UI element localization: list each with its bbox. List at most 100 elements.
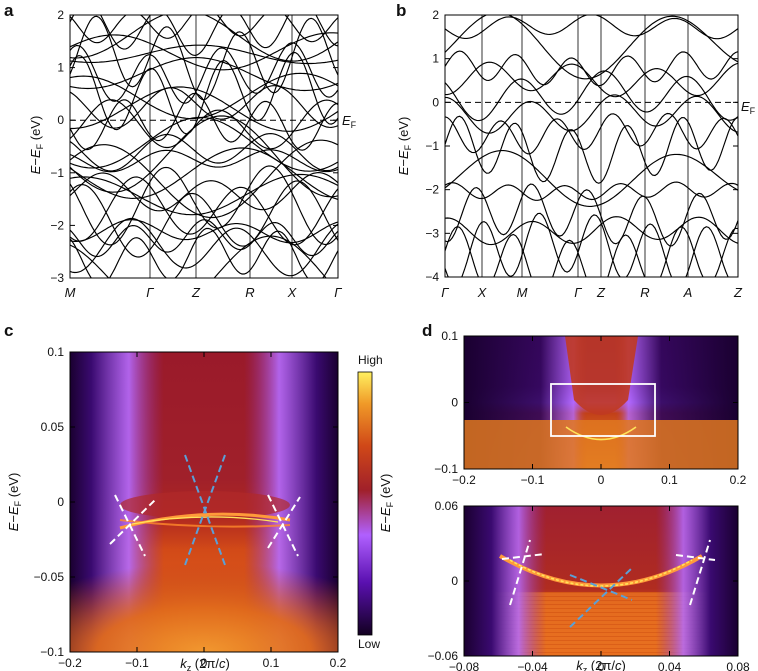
panel-b-y-tick-label: −4	[425, 270, 439, 284]
energy-band	[70, 147, 338, 200]
energy-band	[70, 57, 338, 92]
kpoint-label: R	[640, 285, 649, 300]
panel-c-x-tick-label: 0.1	[263, 656, 280, 670]
panel-a-bands	[70, 15, 338, 278]
panel-a-frame	[69, 14, 339, 279]
panel-d-top-heatmap	[464, 336, 738, 469]
panel-d-top-y-tick-label: 0.1	[441, 329, 458, 343]
panel-b-bands	[445, 15, 738, 277]
panel-d-xlabel: kz (2π/c)	[576, 658, 626, 671]
panel-c-x-tick-label: 0.2	[330, 656, 347, 670]
panel-a-y-tick-label: −1	[50, 166, 64, 180]
energy-band	[445, 94, 738, 134]
energy-band	[445, 15, 738, 40]
panel-a-y-tick-label: 0	[57, 113, 64, 127]
panel-label-b: b	[396, 1, 406, 20]
panel-c-heatmap	[70, 352, 338, 652]
energy-band	[70, 165, 338, 246]
energy-band	[70, 44, 338, 65]
panel-d-bottom-heatmap	[464, 506, 738, 656]
panel-d-top-y-tick-label: 0	[451, 396, 458, 410]
panel-c-y-tick-label: −0.05	[34, 570, 65, 584]
energy-band	[70, 51, 338, 135]
panel-d-bottom-y-tick-label: −0.06	[428, 649, 459, 663]
kpoint-label: M	[65, 285, 76, 300]
panel-c-x-tick-label: −0.2	[58, 656, 82, 670]
panel-d-top-y-tick-label: −0.1	[434, 462, 458, 476]
panel-b-y-tick-label: 1	[432, 52, 439, 66]
panel-c-y-tick-label: 0.1	[47, 345, 64, 359]
energy-band	[70, 15, 338, 56]
panel-b-yticks: −4 −3 −2 −1 0 1 2	[425, 8, 738, 284]
energy-band	[445, 112, 738, 155]
kpoint-label: X	[287, 285, 298, 300]
panel-b-y-tick-label: 0	[432, 95, 439, 109]
panel-a-y-tick-label: 1	[57, 61, 64, 75]
panel-d-bottom-x-tick-label: −0.08	[449, 660, 480, 671]
panel-c-x-tick-label: −0.1	[125, 656, 149, 670]
panel-d-bottom-ticks: −0.06 0 0.06 −0.08 −0.04 0 0.04 0.08	[428, 499, 750, 671]
panel-d-inset-box	[550, 383, 656, 437]
energy-band	[70, 139, 338, 219]
panel-c-x-tick-label: 0	[201, 656, 208, 670]
kpoint-label: M	[517, 285, 528, 300]
energy-band	[70, 227, 338, 278]
energy-band	[445, 183, 738, 247]
panel-b-fermi-label: EF	[741, 99, 756, 116]
panel-a: a −3 −2 −1 0 1 2 E−EF (eV) M Γ Z R X Γ EF	[4, 1, 357, 300]
panel-a-y-tick-label: −3	[50, 271, 64, 285]
colorbar: High Low E−EF (eV)	[357, 353, 395, 651]
panel-c-y-tick-label: −0.1	[40, 645, 64, 659]
kpoint-label: R	[245, 285, 254, 300]
energy-band	[445, 50, 738, 87]
colorbar-high-label: High	[358, 353, 383, 367]
panel-c-y-tick-label: 0.05	[41, 420, 65, 434]
panel-d-top-x-tick-label: 0	[598, 473, 605, 487]
energy-band	[445, 115, 738, 184]
colorbar-label: E−EF (eV)	[378, 474, 395, 533]
energy-band	[445, 70, 738, 122]
energy-band	[70, 180, 338, 258]
panel-d-top-ticks: −0.100.1−0.2 −0.1 0 0.1 0.2	[434, 329, 746, 487]
energy-band	[70, 15, 338, 62]
panel-label-a: a	[4, 1, 14, 20]
panel-d-bottom-y-tick-label: 0	[451, 574, 458, 588]
panel-b-y-tick-label: 2	[432, 8, 439, 22]
panel-c-ylabel: E−EF (eV)	[6, 473, 23, 532]
kpoint-label: Z	[596, 285, 606, 300]
panel-a-ylabel: E−EF (eV)	[28, 116, 45, 175]
panel-d-top-x-tick-label: −0.1	[521, 473, 545, 487]
kpoint-label: Γ	[146, 285, 154, 300]
energy-band	[70, 149, 338, 173]
panel-d-bottom-x-tick-label: 0	[598, 660, 605, 671]
energy-band	[70, 219, 338, 258]
kpoint-label: Γ	[441, 285, 449, 300]
energy-band	[445, 212, 729, 277]
panel-d-bottom-x-tick-label: 0.08	[726, 660, 750, 671]
panel-d-bottom-x-tick-label: −0.04	[517, 660, 548, 671]
panel-d: d −0.100.1−0.2 −0.1 0 0.1 0.2 −0.060	[422, 321, 750, 671]
energy-band	[70, 15, 338, 44]
kpoint-label: Γ	[334, 285, 342, 300]
panel-a-yticks: −3 −2 −1 0 1 2	[50, 8, 338, 285]
colorbar-low-label: Low	[358, 637, 380, 651]
panel-d-top-x-tick-label: 0.2	[730, 473, 747, 487]
kpoint-label: Γ	[574, 285, 582, 300]
energy-band	[70, 219, 338, 244]
energy-band	[70, 172, 338, 212]
energy-band	[445, 181, 738, 201]
energy-band	[70, 115, 338, 198]
energy-band	[70, 133, 338, 172]
panel-b-frame	[444, 14, 739, 278]
panel-a-fermi-label: EF	[342, 113, 357, 130]
panel-a-y-tick-label: 2	[57, 8, 64, 22]
kpoint-label: X	[477, 285, 488, 300]
energy-band	[70, 32, 338, 71]
energy-band	[70, 15, 338, 101]
